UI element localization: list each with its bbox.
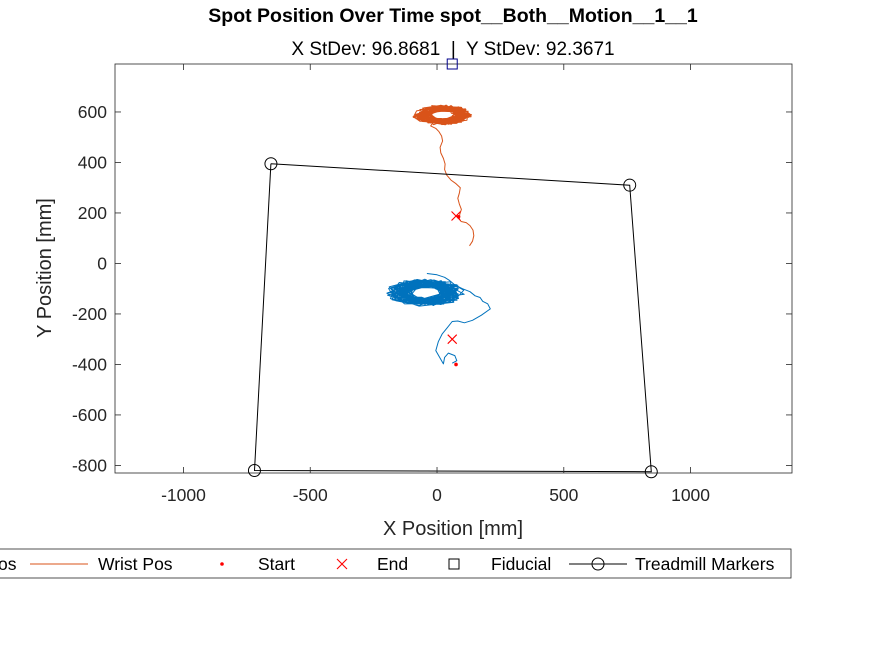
start-point (454, 362, 458, 367)
plot-area: -1000 -500 0 500 1000 -800 -600 -400 -200 0 200 400… (72, 58, 793, 505)
x-axis-label: X Position [mm] (383, 518, 523, 540)
treadmill-marker (623, 178, 637, 192)
series-line-0 (430, 123, 475, 247)
y-tick-label: 0 (97, 253, 107, 273)
legend-swatch-end (336, 558, 348, 570)
legend-swatch-fiducial (448, 558, 460, 570)
x-tick-label: 0 (432, 485, 442, 505)
chart-subtitle: X StDev: 96.8681 | Y StDev: 92.3671 (291, 39, 614, 60)
data-layer (247, 58, 658, 479)
y-tick-label: -600 (72, 405, 107, 425)
end-point (451, 211, 461, 221)
legend-label-start: Start (258, 554, 295, 574)
x-tick-label: 1000 (671, 485, 710, 505)
end-point (447, 334, 458, 345)
axes-box (114, 63, 793, 474)
treadmill-marker (264, 157, 278, 171)
y-tick-label: 400 (78, 152, 107, 172)
y-tick-label: 600 (78, 102, 107, 122)
legend-label-fiducial: Fiducial (491, 554, 551, 574)
treadmill-marker (644, 465, 658, 479)
legend-label-treadmill: Treadmill Markers (635, 554, 775, 574)
series-line-1 (412, 104, 473, 126)
y-tick-label: -400 (72, 354, 107, 374)
legend-label-wrist: Wrist Pos (98, 554, 173, 574)
treadmill-outline (253, 163, 652, 473)
x-tick-label: -500 (293, 485, 328, 505)
legend-swatch-start (220, 562, 224, 566)
y-tick-label: 200 (78, 203, 107, 223)
legend-label-end: End (377, 554, 408, 574)
legend: os Wrist Pos Start End Fiducial Treadmil… (0, 548, 792, 579)
legend-label-ankle: os (0, 554, 17, 574)
series-line-3 (386, 278, 465, 307)
y-axis-label: Y Position [mm] (34, 198, 56, 338)
legend-swatch-treadmill-marker (591, 557, 605, 571)
tick-layer: -1000 -500 0 500 1000 -800 -600 -400 -200 0 200 400… (72, 64, 792, 505)
legend-box (0, 548, 792, 579)
chart-title: Spot Position Over Time spot__Both__Moti… (208, 5, 698, 27)
treadmill-marker (247, 463, 261, 477)
y-tick-label: -800 (72, 455, 107, 475)
x-tick-label: 500 (549, 485, 578, 505)
y-tick-label: -200 (72, 304, 107, 324)
x-tick-label: -1000 (161, 485, 206, 505)
fiducial-marker (446, 58, 458, 70)
